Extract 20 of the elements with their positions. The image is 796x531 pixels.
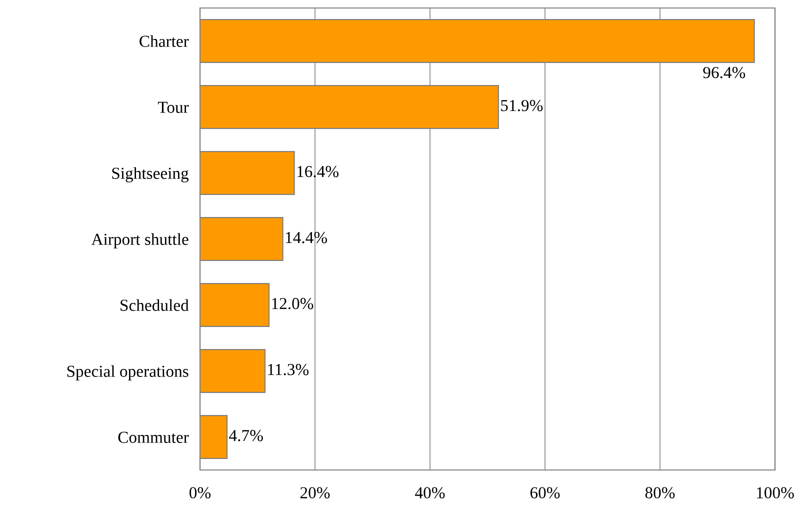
y-tick-label: Scheduled [120,299,189,311]
data-label: 12.0% [272,298,314,310]
data-label: 16.4% [297,166,339,178]
y-tick-label: Tour [158,102,189,113]
x-tick-label: 0% [190,487,211,498]
y-tick-label: Commuter [118,432,189,443]
data-label: 96.4% [703,66,746,78]
y-tick-label: Airport shuttle [91,233,188,248]
x-tick-label: 40% [415,487,445,498]
data-label: 51.9% [501,100,543,112]
data-label: 4.7% [229,430,263,442]
x-tick-label: 80% [645,487,675,498]
y-tick-label: Special operations [67,365,188,380]
data-label: 14.4% [286,232,328,244]
x-tick-label: 100% [757,487,794,498]
y-tick-label: Sightseeing [112,167,189,182]
x-tick-label: 20% [300,487,330,498]
data-label: 11.3% [268,364,309,376]
y-tick-label: Charter [140,35,189,47]
x-tick-label: 60% [530,487,560,498]
